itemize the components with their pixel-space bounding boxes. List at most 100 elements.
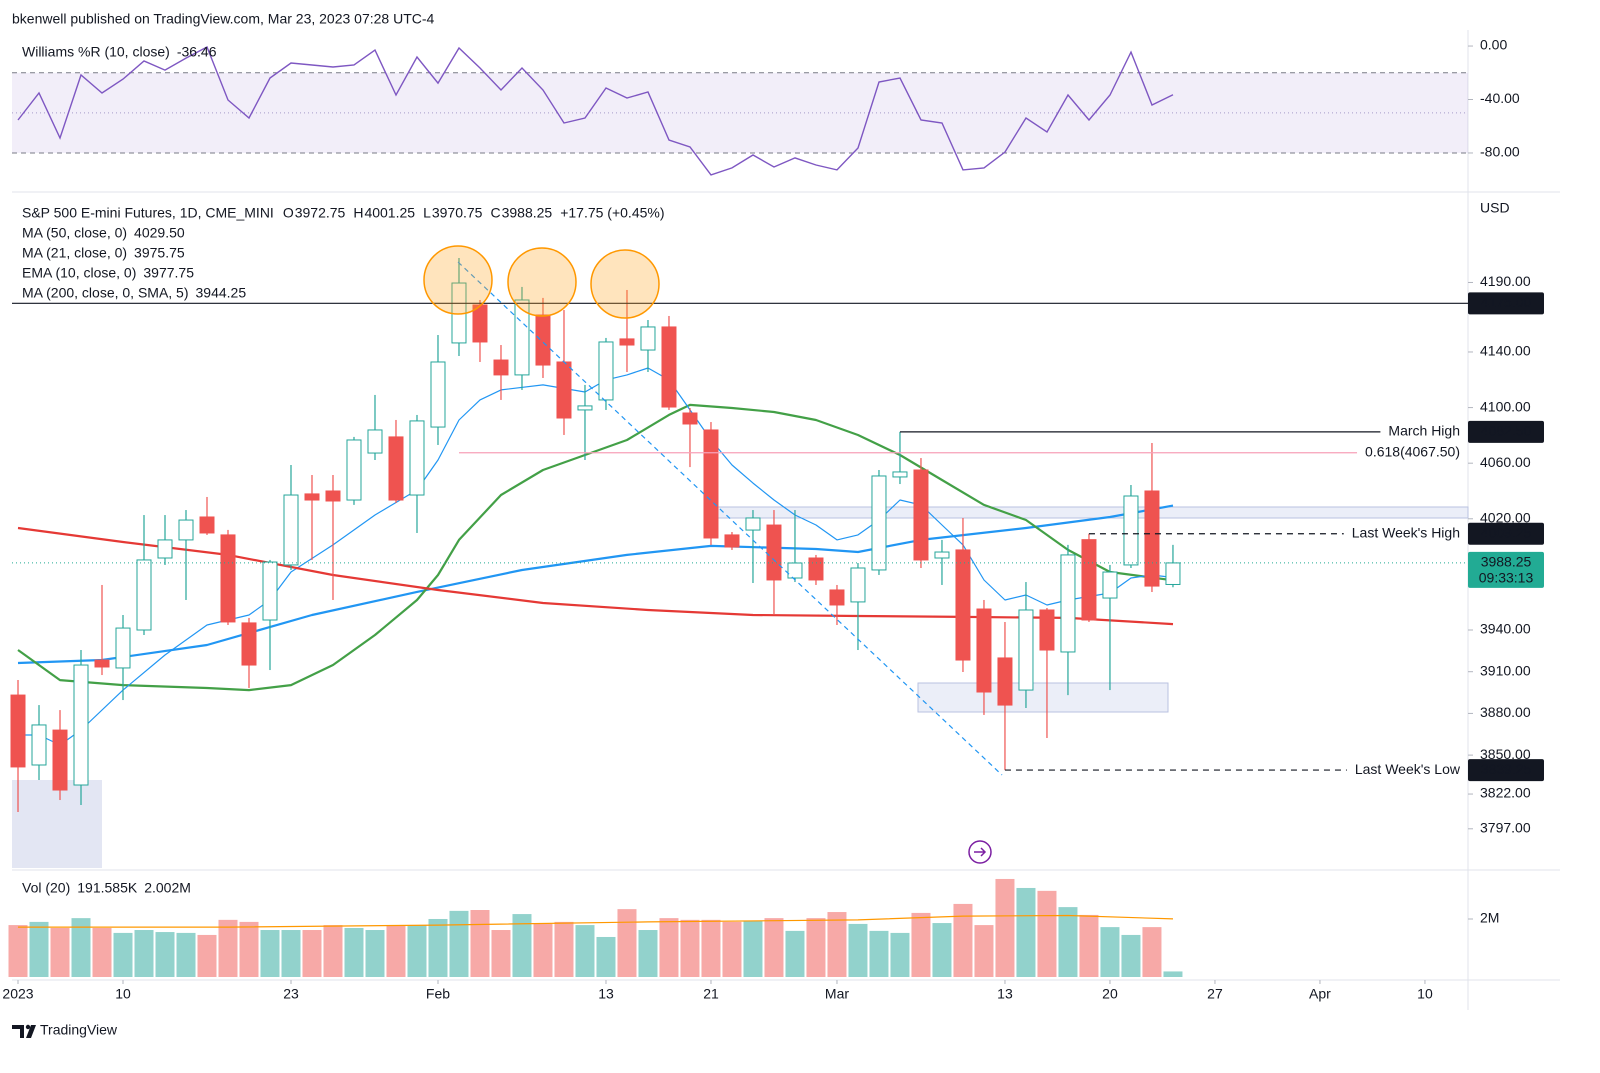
candle-body: [619, 338, 635, 346]
price-badge: [1468, 292, 1544, 315]
volume-bar: [743, 921, 763, 977]
candle-body: [829, 589, 845, 606]
candle-body: [598, 341, 614, 401]
indicator-name: EMA (10, close, 0): [22, 265, 136, 281]
volume-bar: [596, 936, 616, 977]
volume-bar: [512, 914, 532, 977]
volume-bar: [764, 918, 784, 977]
y-tick-label: 4190.00: [1480, 273, 1531, 289]
y-tick-label: 4140.00: [1480, 343, 1531, 359]
volume-bar: [806, 918, 826, 977]
candle-body: [1165, 562, 1181, 585]
candle-body: [913, 469, 929, 561]
candle-body: [976, 608, 992, 693]
candle-body: [1039, 609, 1055, 651]
candle-body: [52, 729, 68, 791]
indicator-value: 2.002M: [144, 880, 191, 896]
volume-bar: [344, 927, 364, 977]
volume-bar: [533, 923, 553, 977]
volume-bar: [92, 927, 112, 977]
volume-bar: [1016, 887, 1036, 977]
volume-bar: [890, 932, 910, 977]
x-tick-label: 21: [703, 986, 719, 1002]
candle-body: [535, 314, 551, 366]
x-tick-label: 10: [1417, 986, 1433, 1002]
candle-body: [220, 534, 236, 623]
candle-body: [304, 493, 320, 501]
ohlc-value: 3972.75: [295, 205, 346, 221]
volume-bar: [50, 927, 70, 977]
indicator-value: 3975.75: [134, 245, 185, 261]
candle-body: [262, 561, 278, 621]
volume-ma-line: [18, 914, 1174, 928]
brand: TradingView: [40, 1022, 118, 1038]
volume-bar: [155, 932, 175, 977]
y-tick-label: -40.00: [1480, 90, 1520, 106]
y-tick-label: 3822.00: [1480, 785, 1531, 801]
x-tick-label: Feb: [426, 986, 450, 1002]
volume-bar: [218, 919, 238, 977]
indicator-value: 3944.25: [196, 285, 247, 301]
volume-bar: [1100, 927, 1120, 977]
price-badge-label: 4082.50: [1481, 423, 1532, 439]
volume-bar: [197, 934, 217, 977]
volume-bar: [113, 932, 133, 977]
y-tick-label: 2M: [1480, 910, 1499, 926]
y-tick-label: 3880.00: [1480, 704, 1531, 720]
x-tick-label: 20: [1102, 986, 1118, 1002]
y-tick-label: 3910.00: [1480, 662, 1531, 678]
x-tick-label: 13: [598, 986, 614, 1002]
volume-bar: [323, 925, 343, 977]
ohlc-key: H: [353, 205, 363, 221]
candle-body: [703, 429, 719, 539]
ma-line: [17, 504, 1174, 665]
byline: bkenwell published on TradingView.com, M…: [12, 11, 435, 27]
candle-body: [808, 557, 824, 581]
volume-bar: [8, 925, 28, 977]
candle-body: [787, 562, 803, 579]
candle-body: [178, 519, 194, 541]
x-tick-label: 13: [997, 986, 1013, 1002]
volume-bar: [260, 930, 280, 977]
volume-bar: [428, 918, 448, 977]
candle-body: [934, 551, 950, 559]
ohlc-key: O: [283, 205, 294, 221]
volume-bar: [176, 932, 196, 977]
candle-body: [745, 517, 761, 531]
price-badge: [1468, 522, 1544, 545]
candle-body: [871, 475, 887, 571]
indicator-value: 4029.50: [134, 225, 185, 241]
volume-bar: [995, 878, 1015, 977]
candle-body: [955, 549, 971, 661]
level-label: Last Week's High: [1352, 524, 1460, 540]
footer: TradingView: [12, 1022, 118, 1038]
indicator-name: MA (21, close, 0): [22, 245, 127, 261]
price-badge-label: 3839.25: [1481, 761, 1532, 777]
indicator-value: -36.46: [177, 44, 217, 60]
indicator-name: MA (50, close, 0): [22, 225, 127, 241]
candle-body: [1123, 495, 1139, 566]
x-tick-label: 2023: [2, 986, 33, 1002]
volume-bar: [134, 930, 154, 977]
level-label: Last Week's Low: [1355, 761, 1461, 777]
volume-bar: [29, 921, 49, 977]
y-tick-label: 4060.00: [1480, 454, 1531, 470]
candle-body: [367, 429, 383, 454]
volume-bar: [827, 912, 847, 977]
volume-bar: [785, 930, 805, 977]
candle-body: [31, 724, 47, 766]
volume-bar: [701, 919, 721, 977]
volume-bar: [302, 930, 322, 977]
volume-bar: [71, 918, 91, 977]
volume-bar: [659, 918, 679, 977]
volume-bar: [554, 921, 574, 977]
annotations: [423, 245, 1003, 864]
volume-bar: [1079, 914, 1099, 977]
ohlc-value: 3988.25: [502, 205, 553, 221]
candle-body: [346, 439, 362, 501]
x-tick-label: Mar: [825, 986, 849, 1002]
y-tick-label: 3797.00: [1480, 820, 1531, 836]
wr-line: [17, 46, 1174, 176]
candle-body: [388, 436, 404, 501]
price-badge: [1468, 420, 1544, 443]
